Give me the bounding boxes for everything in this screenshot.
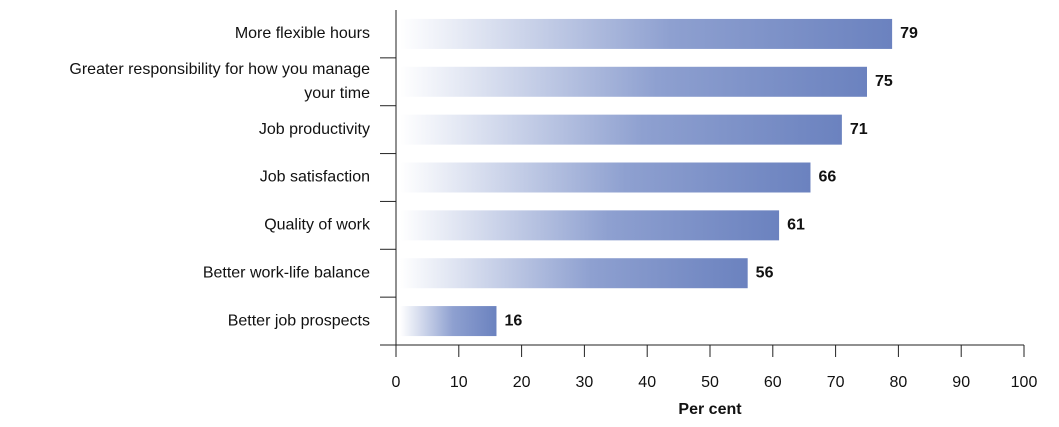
x-tick-label: 30 xyxy=(576,374,594,391)
value-label: 75 xyxy=(875,73,893,90)
y-tick-label: Job productivity xyxy=(259,121,370,138)
bar xyxy=(400,66,867,97)
x-tick-label: 10 xyxy=(450,374,468,391)
value-label: 66 xyxy=(818,169,836,186)
x-tick-label: 80 xyxy=(890,374,908,391)
y-tick-label: More flexible hours xyxy=(235,25,370,42)
x-tick-label: 20 xyxy=(513,374,531,391)
bar xyxy=(400,114,842,145)
y-tick-label: Better job prospects xyxy=(228,312,370,329)
bar xyxy=(400,210,780,241)
bar xyxy=(400,258,748,289)
value-label: 56 xyxy=(756,264,774,281)
bar xyxy=(400,162,811,193)
x-tick-label: 50 xyxy=(701,374,719,391)
value-label: 79 xyxy=(900,25,918,42)
y-tick-label: Quality of work xyxy=(264,217,371,234)
x-tick-label: 40 xyxy=(638,374,656,391)
x-tick-label: 60 xyxy=(764,374,782,391)
x-tick-label: 0 xyxy=(392,374,401,391)
y-tick-label: Job satisfaction xyxy=(260,169,370,186)
x-tick-label: 90 xyxy=(952,374,970,391)
bar xyxy=(400,306,497,337)
x-tick-label: 100 xyxy=(1011,374,1038,391)
x-tick-label: 70 xyxy=(827,374,845,391)
value-label: 16 xyxy=(504,312,522,329)
y-tick-label: Better work-life balance xyxy=(203,264,370,281)
y-tick-label: Greater responsibility for how you manag… xyxy=(69,61,370,102)
value-label: 71 xyxy=(850,121,868,138)
value-label: 61 xyxy=(787,217,805,234)
bar xyxy=(400,18,893,49)
x-axis-label: Per cent xyxy=(678,401,742,418)
